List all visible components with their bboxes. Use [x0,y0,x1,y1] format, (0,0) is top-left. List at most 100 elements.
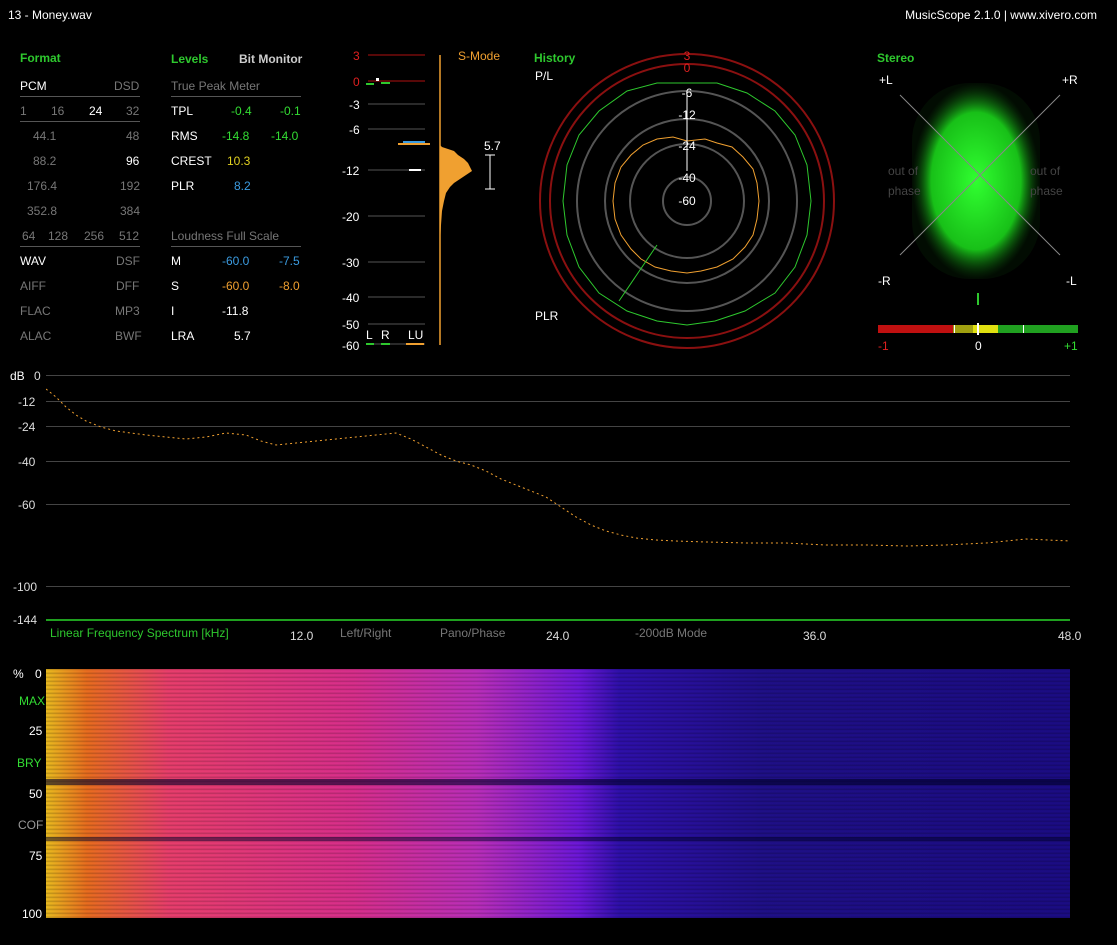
i-value: -11.8 [222,304,249,318]
y-tick: -60 [18,498,36,512]
balance-indicator [977,293,979,305]
format-title: Format [20,51,61,65]
meter-tick: 0 [353,75,360,89]
s-right: -8.0 [279,279,300,293]
m-left: -60.0 [222,254,250,268]
m-right: -7.5 [279,254,300,268]
tab-pano-phase[interactable]: Pano/Phase [440,626,506,640]
history-plr-trace [562,82,812,326]
grid-line [46,586,1070,587]
spectrum-trace [46,388,1071,547]
grid-line [46,401,1070,402]
y-tick: -40 [18,455,36,469]
x-tick: 12.0 [290,629,314,643]
lra-value: 5.7 [234,329,251,343]
tab-200db-mode[interactable]: -200dB Mode [635,626,708,640]
history-loudness-trace [612,136,760,274]
history-radar: 3 0 -6 -12 -24 -40 -60 [539,49,835,349]
grid-line [46,504,1070,505]
divider [171,96,301,97]
spectrogram-axis-label: 25 [29,724,43,738]
crest-value: 10.3 [227,154,251,168]
meter-tick: -3 [349,98,360,112]
container-dff: DFF [116,279,140,293]
bit-monitor-button[interactable]: Bit Monitor [239,52,303,66]
ring-label: -40 [678,171,696,185]
meter-tick: -30 [342,256,360,270]
meter-foot-l: L [366,328,373,342]
rms-label: RMS [171,129,198,143]
level-meter [366,54,495,345]
s-left: -60.0 [222,279,250,293]
bit-32: 32 [126,104,140,118]
ring-label: -12 [678,108,696,122]
meter-tick: -50 [342,318,360,332]
container-dsf: DSF [116,254,140,268]
stereo-title: Stereo [877,51,915,65]
out-of-phase-label: phase [888,184,921,198]
loudness-title: Loudness Full Scale [171,229,280,243]
tab-left-right[interactable]: Left/Right [340,626,392,640]
meter-tick: -12 [342,164,360,178]
meter-tick: -60 [342,339,360,353]
corner-minus-r: -R [878,274,891,288]
rms-left: -14.8 [222,129,250,143]
bit-1: 1 [20,104,27,118]
rate-384: 384 [120,204,141,218]
spectrogram-axis-label: 100 [22,907,43,921]
spectrogram-axis-label: BRY [17,756,42,770]
divider [20,246,140,247]
ring-label: -24 [678,139,696,153]
corr-minus-one: -1 [878,339,889,353]
bit-16: 16 [51,104,65,118]
ring-label: -60 [678,194,696,208]
ring-label: 3 [684,49,691,63]
spectrum-db-label: dB [10,369,25,383]
bit-24: 24 [89,104,103,118]
lra-label: LRA [171,329,195,343]
s-mode-toggle[interactable]: S-Mode [458,49,501,63]
m-label: M [171,254,181,268]
rate-96: 96 [126,154,140,168]
plr-label: PLR [171,179,195,193]
spectrogram-axis-label: 75 [29,849,43,863]
y-tick: -100 [13,580,38,594]
spectrum-baseline [46,619,1070,621]
corner-plus-l: +L [879,73,893,87]
spectrum-title: Linear Frequency Spectrum [kHz] [50,626,229,640]
dsd-64: 64 [22,229,36,243]
rate-48: 48 [126,129,140,143]
ring-label: -6 [682,86,693,100]
out-of-phase-label: out of [1030,164,1061,178]
crest-label: CREST [171,154,212,168]
meter-tick: -20 [342,210,360,224]
dsd-128: 128 [48,229,69,243]
correlation-meter [878,323,1078,335]
rate-88: 88.2 [33,154,57,168]
tpl-left: -0.4 [231,104,252,118]
rate-192: 192 [120,179,141,193]
history-pl-label: P/L [535,69,554,83]
container-flac: FLAC [20,304,51,318]
dsd-512: 512 [119,229,140,243]
divider [20,121,140,122]
rate-176: 176.4 [27,179,58,193]
meter-foot-lu: LU [408,328,424,342]
spectrum-plot [46,388,1071,547]
container-mp3: MP3 [115,304,140,318]
spectrogram-axis-label: % [13,667,24,681]
container-aiff: AIFF [20,279,46,293]
i-label: I [171,304,175,318]
corner-plus-r: +R [1062,73,1078,87]
lra-marker-value: 5.7 [484,139,501,153]
format-dsd: DSD [114,79,140,93]
meter-tick: -6 [349,123,360,137]
corner-minus-l: -L [1066,274,1077,288]
meter-foot-r: R [381,328,390,342]
rms-right: -14.0 [271,129,299,143]
file-name: 13 - Money.wav [8,8,92,22]
out-of-phase-label: phase [1030,184,1063,198]
out-of-phase-label: out of [888,164,919,178]
history-plr-label: PLR [535,309,559,323]
meter-tick: 3 [353,49,360,63]
